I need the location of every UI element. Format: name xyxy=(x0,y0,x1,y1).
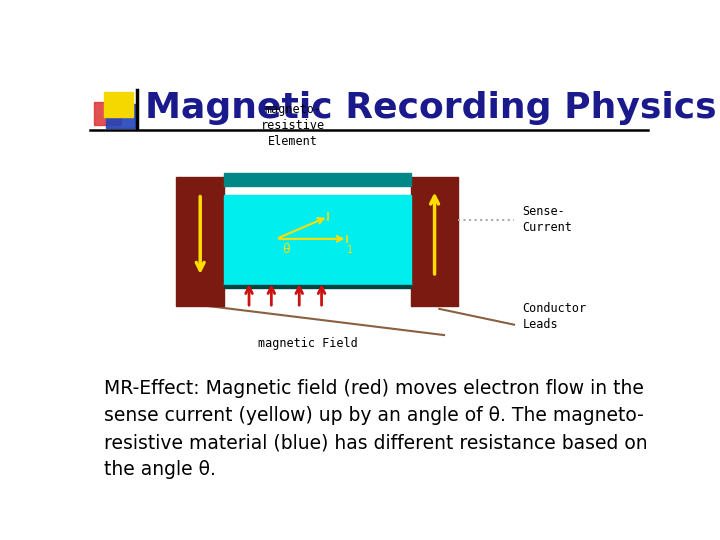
Bar xyxy=(411,177,458,306)
Text: 1: 1 xyxy=(347,245,353,255)
Bar xyxy=(224,285,411,288)
Bar xyxy=(224,173,411,186)
Bar xyxy=(104,92,133,117)
Bar xyxy=(176,177,224,306)
Text: Conductor
Leads: Conductor Leads xyxy=(523,302,587,331)
Text: Sense-
Current: Sense- Current xyxy=(523,205,572,234)
Bar xyxy=(94,102,121,125)
Bar xyxy=(106,104,135,128)
Bar xyxy=(224,195,411,286)
Text: magnetic Field: magnetic Field xyxy=(258,337,358,350)
Text: Magnetic Recording Physics: Magnetic Recording Physics xyxy=(145,91,716,125)
Text: magneto-
resistive
Element: magneto- resistive Element xyxy=(261,103,325,148)
Text: θ: θ xyxy=(282,243,289,256)
Text: MR-Effect: Magnetic field (red) moves electron flow in the
sense current (yellow: MR-Effect: Magnetic field (red) moves el… xyxy=(104,379,647,480)
